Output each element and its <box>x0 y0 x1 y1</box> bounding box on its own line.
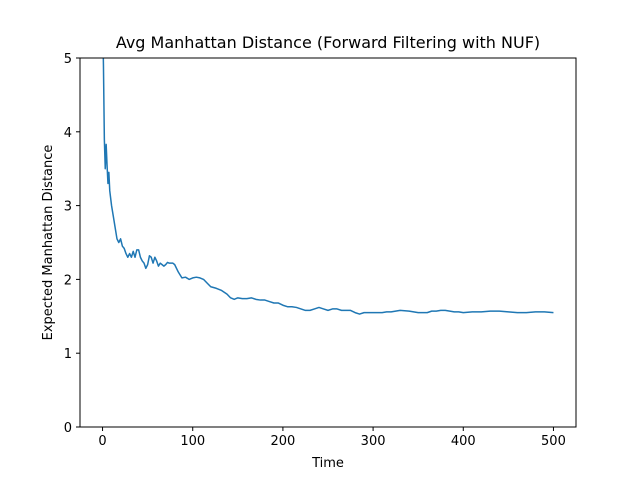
y-tick-label: 1 <box>64 347 72 362</box>
y-axis-label: Expected Manhattan Distance <box>41 145 56 341</box>
y-tick-label: 3 <box>64 200 72 215</box>
chart-title: Avg Manhattan Distance (Forward Filterin… <box>116 33 540 52</box>
x-tick-label: 300 <box>361 434 386 449</box>
plot-frame <box>79 57 577 428</box>
x-tick-label: 100 <box>180 434 205 449</box>
ticks-layer: 0 100 200 300 400 500 0 1 2 3 4 5 <box>64 52 566 449</box>
series-line <box>102 58 554 315</box>
x-tick-label: 500 <box>541 434 566 449</box>
x-tick-label: 0 <box>98 434 106 449</box>
x-tick-label: 400 <box>451 434 476 449</box>
x-tick-label: 200 <box>270 434 295 449</box>
y-tick-label: 0 <box>64 421 72 436</box>
y-tick-label: 5 <box>64 52 72 67</box>
x-axis-label: Time <box>311 456 344 471</box>
y-tick-label: 4 <box>64 126 72 141</box>
y-tick-label: 2 <box>64 273 72 288</box>
